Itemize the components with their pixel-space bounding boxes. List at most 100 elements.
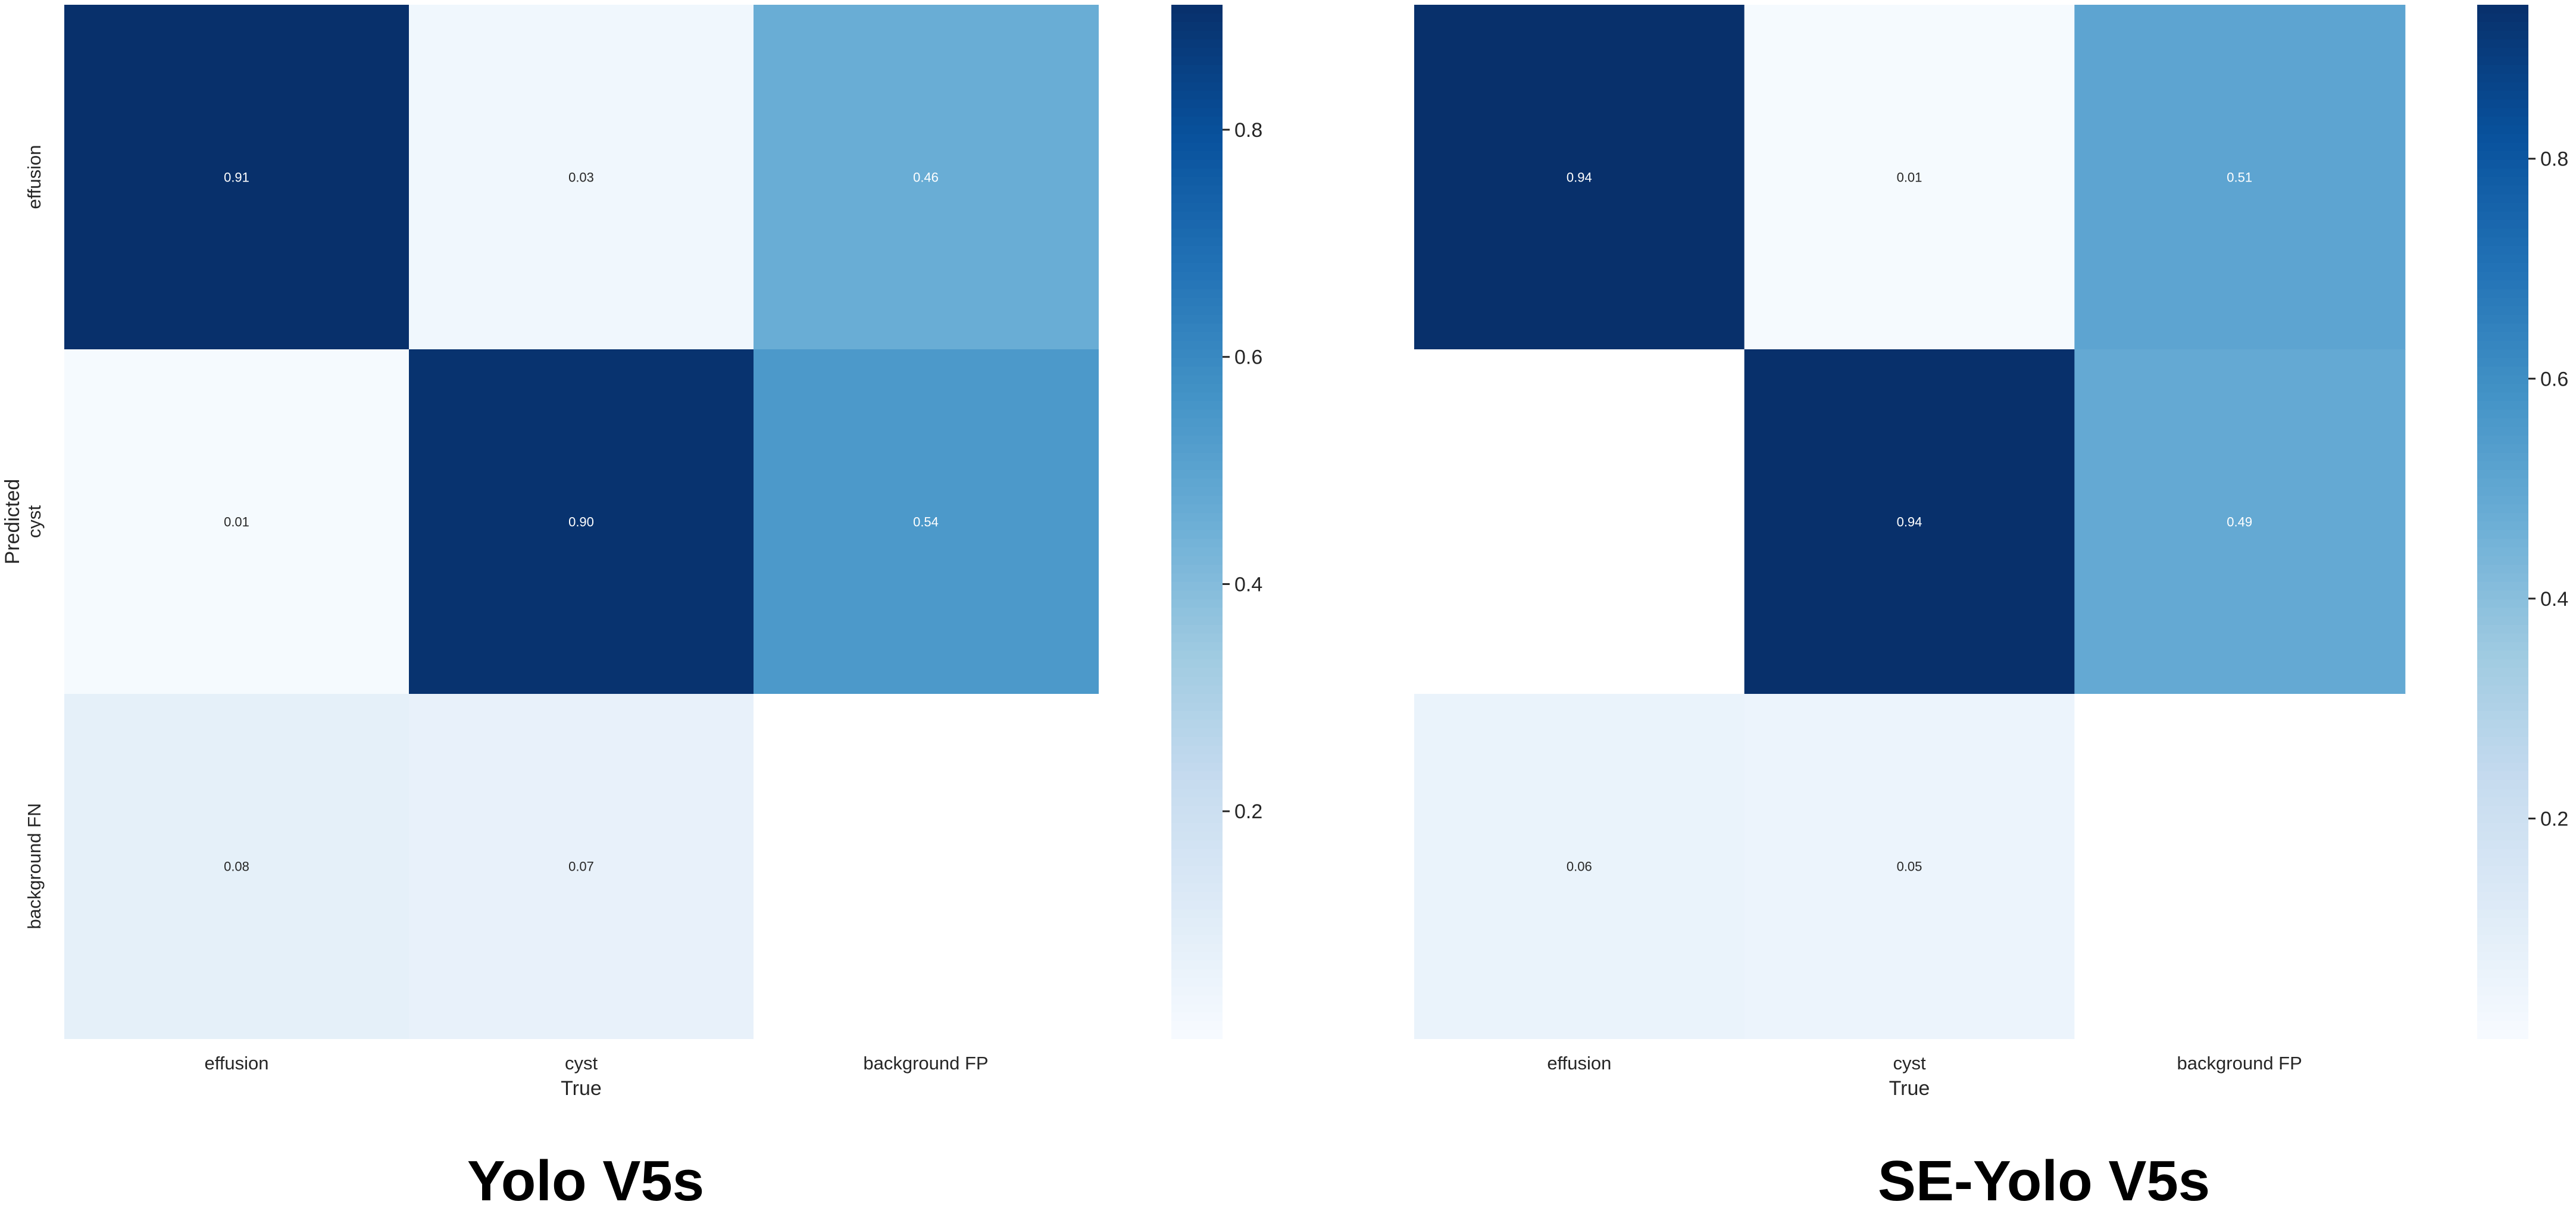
y-tick-background-fn: background FN [24, 803, 45, 930]
colorbar-segment-3 [2477, 30, 2528, 40]
colorbar-segment-61 [2477, 530, 2528, 540]
colorbar-segment-90 [1171, 780, 1223, 790]
colorbar-segment-98 [1171, 849, 1223, 859]
colorbar-segment-119 [1171, 1030, 1223, 1039]
colorbar-segment-83 [1171, 719, 1223, 729]
colorbar-segment-85 [1171, 737, 1223, 746]
colorbar-segment-96 [1171, 831, 1223, 841]
colorbar-segment-63 [1171, 547, 1223, 557]
colorbar-segment-118 [2477, 1021, 2528, 1031]
colorbar-segment-80 [2477, 694, 2528, 703]
colorbar-segment-54 [1171, 470, 1223, 480]
colorbar-segment-36 [2477, 315, 2528, 324]
colorbar-segment-103 [1171, 891, 1223, 902]
colorbar-segment-14 [2477, 125, 2528, 135]
colorbar-segment-90 [2477, 780, 2528, 790]
colorbar-segment-23 [2477, 202, 2528, 212]
colorbar-segment-117 [2477, 1012, 2528, 1022]
cell-value-0-2: 0.51 [2227, 170, 2252, 185]
cell-value-1-2: 0.49 [2227, 515, 2252, 530]
colorbar-segment-62 [1171, 539, 1223, 548]
colorbar-segment-24 [2477, 211, 2528, 221]
colorbar-segment-59 [2477, 513, 2528, 522]
cell-2-1 [1744, 694, 2075, 1039]
colorbar-segment-87 [1171, 754, 1223, 764]
colorbar-segment-73 [2477, 633, 2528, 643]
colorbar-segment-16 [2477, 142, 2528, 152]
colorbar-segment-22 [1171, 194, 1223, 204]
colorbar-segment-12 [1171, 108, 1223, 118]
colorbar-segment-104 [1171, 900, 1223, 910]
colorbar-segment-49 [1171, 427, 1223, 436]
colorbar-segment-52 [2477, 452, 2528, 462]
colorbar-segment-32 [2477, 280, 2528, 290]
colorbar-segment-27 [2477, 237, 2528, 247]
colorbar-segment-10 [2477, 90, 2528, 101]
colorbar-segment-117 [1171, 1012, 1223, 1022]
cell-value-2-0: 0.08 [224, 859, 249, 874]
colorbar-segment-40 [2477, 349, 2528, 359]
colorbar-segment-20 [2477, 177, 2528, 186]
colorbar-segment-56 [2477, 487, 2528, 497]
colorbar-segment-70 [1171, 608, 1223, 617]
colorbar-segment-67 [1171, 581, 1223, 592]
colorbar-segment-6 [1171, 56, 1223, 66]
colorbar-segment-74 [2477, 642, 2528, 652]
colorbar-segment-63 [2477, 547, 2528, 557]
colorbar-segment-91 [1171, 789, 1223, 798]
cell-1-1 [1744, 349, 2075, 694]
colorbar-segment-116 [1171, 1004, 1223, 1013]
colorbar-segment-47 [1171, 409, 1223, 419]
colorbar-segment-65 [2477, 564, 2528, 574]
colorbar-segment-9 [1171, 82, 1223, 92]
colorbar-segment-86 [2477, 745, 2528, 755]
colorbar-segment-91 [2477, 789, 2528, 798]
colorbar-segment-101 [2477, 874, 2528, 884]
colorbar-segment-88 [2477, 762, 2528, 772]
colorbar-segment-60 [1171, 521, 1223, 531]
colorbar-segment-85 [2477, 737, 2528, 746]
colorbar-segment-3 [1171, 30, 1223, 40]
x-tick-cyst: cyst [565, 1053, 598, 1074]
colorbar-segment-103 [2477, 891, 2528, 902]
colorbar-segment-9 [2477, 82, 2528, 92]
colorbar-segment-30 [1171, 263, 1223, 273]
colorbar-segment-35 [1171, 306, 1223, 316]
colorbar-segment-99 [1171, 858, 1223, 867]
colorbar-segment-39 [2477, 340, 2528, 350]
colorbar-segment-48 [2477, 418, 2528, 428]
cell-1-2 [754, 349, 1099, 694]
colorbar-segment-94 [2477, 814, 2528, 824]
cell-value-0-0: 0.91 [224, 170, 249, 185]
colorbar-segment-96 [2477, 831, 2528, 841]
colorbar-segment-119 [2477, 1030, 2528, 1039]
colorbar-segment-33 [1171, 289, 1223, 299]
colorbar-segment-8 [2477, 73, 2528, 83]
colorbar-segment-41 [1171, 358, 1223, 367]
colorbar-segment-21 [2477, 185, 2528, 195]
colorbar-segment-16 [1171, 142, 1223, 152]
colorbar-segment-25 [2477, 220, 2528, 230]
colorbar-segment-107 [2477, 926, 2528, 936]
cell-value-2-0: 0.06 [1567, 859, 1592, 874]
cell-2-1 [409, 694, 754, 1039]
colorbar-segment-50 [1171, 435, 1223, 445]
colorbar-segment-56 [1171, 487, 1223, 497]
colorbar-segment-92 [2477, 797, 2528, 807]
colorbar-segment-108 [2477, 935, 2528, 944]
colorbar-segment-72 [1171, 625, 1223, 634]
colorbar-segment-86 [1171, 745, 1223, 755]
colorbar-segment-105 [2477, 909, 2528, 919]
colorbar-segment-45 [2477, 392, 2528, 402]
colorbar-segment-93 [2477, 806, 2528, 815]
colorbar-segment-76 [1171, 659, 1223, 669]
colorbar-segment-5 [2477, 48, 2528, 57]
colorbar-segment-31 [2477, 271, 2528, 281]
colorbar-segment-75 [2477, 650, 2528, 661]
x-tick-background-fp: background FP [863, 1053, 988, 1074]
colorbar-tick-label-0: 0.2 [2540, 808, 2568, 830]
se-yolo-v5s-panel: 0.94 0.01 0.51 0.94 0.49 0.06 0.05 effusion cyst… [1414, 5, 2568, 1100]
colorbar-segment-89 [2477, 771, 2528, 781]
colorbar-segment-84 [1171, 728, 1223, 738]
colorbar-segment-98 [2477, 849, 2528, 859]
